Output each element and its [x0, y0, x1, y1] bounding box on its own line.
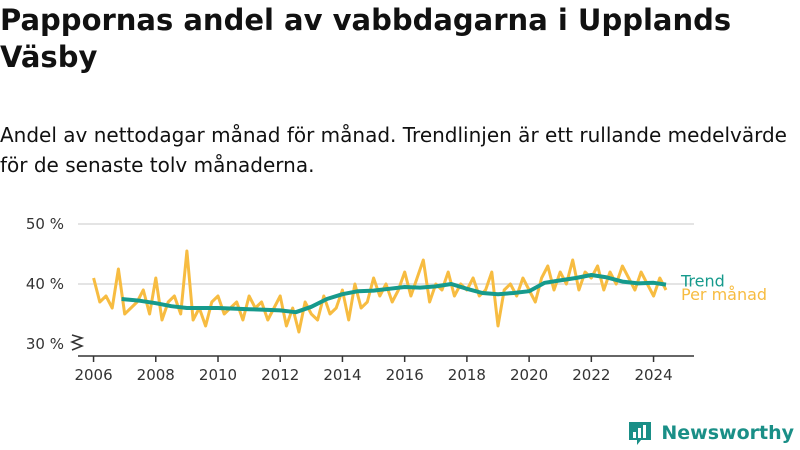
y-tick-label: 40 % — [26, 275, 64, 293]
series-line-trend — [121, 273, 667, 315]
x-tick-label: 2024 — [634, 366, 672, 384]
x-tick-label: 2016 — [386, 366, 424, 384]
x-tick-label: 2008 — [137, 366, 175, 384]
brand-name: Newsworthy — [661, 422, 794, 444]
series-label-monthly: Per månad — [681, 285, 767, 304]
x-tick-label: 2006 — [74, 366, 112, 384]
x-tick-label: 2022 — [572, 366, 610, 384]
chart-subtitle: Andel av nettodagar månad för månad. Tre… — [0, 123, 787, 177]
x-tick-label: 2014 — [323, 366, 361, 384]
x-tick-label: 2010 — [199, 366, 237, 384]
line-chart: 30 % 40 % 50 % 2006 2008 2010 2012 2014 2016 2018… — [26, 215, 767, 384]
x-tick-label: 2018 — [448, 366, 486, 384]
chart-title: Pappornas andel av vabbdagarna i Uppland… — [0, 3, 732, 74]
newsworthy-logo-icon — [629, 422, 652, 445]
y-tick-label: 30 % — [26, 335, 64, 353]
series-line-monthly — [92, 249, 668, 334]
x-tick-label: 2020 — [510, 366, 548, 384]
brand-logo[interactable]: Newsworthy — [627, 420, 794, 446]
x-tick-label: 2012 — [261, 366, 299, 384]
series-label-trend: Trend — [680, 272, 725, 291]
y-tick-label: 50 % — [26, 215, 64, 233]
axis-break-icon — [69, 334, 85, 351]
